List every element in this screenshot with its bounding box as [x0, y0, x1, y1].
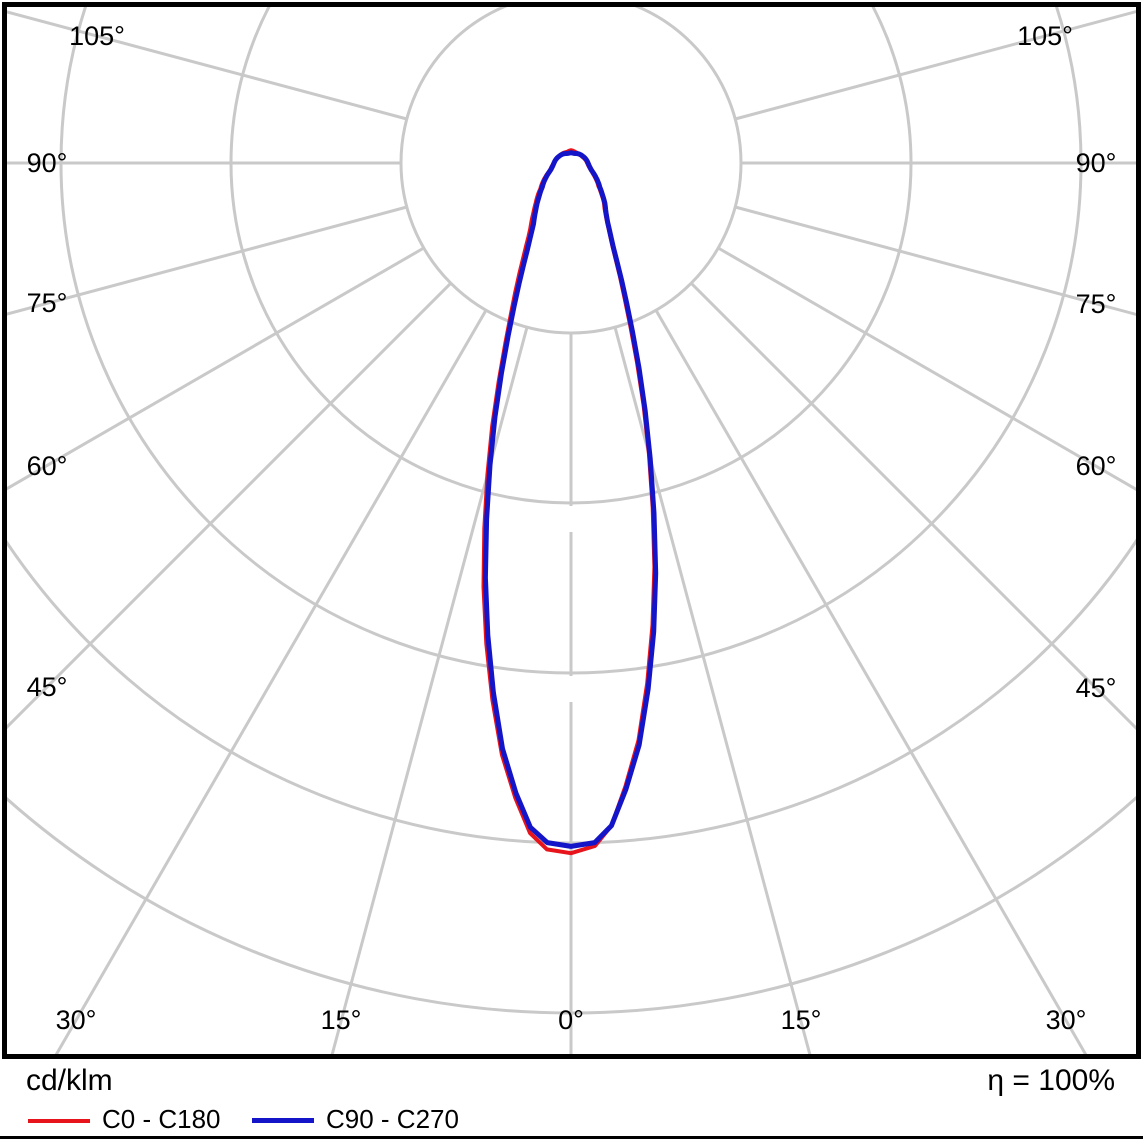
legend-label-c0-c180: C0 - C180: [102, 1104, 221, 1134]
curves: [481, 148, 659, 856]
angle-tick-label: 15°: [321, 1005, 362, 1035]
angle-tick-label: 60°: [1076, 451, 1117, 481]
angle-tick-label: 45°: [27, 672, 68, 702]
legend-swatch-c0-c180: [28, 1119, 90, 1123]
grid-radial-line: [7, 205, 408, 316]
curve-c90-c270: [482, 150, 659, 849]
grid-radial-line: [54, 309, 488, 1054]
grid-radial-line: [330, 326, 529, 1054]
grid-radial-line: [734, 10, 1136, 121]
grid-radial-line: [7, 10, 408, 121]
grid-radial-line: [734, 205, 1136, 316]
legend-label-c90-c270: C90 - C270: [326, 1104, 459, 1134]
bottom-rule: [0, 1136, 1143, 1139]
polar-grid: [7, 7, 1136, 1054]
angle-tick-label: 30°: [1046, 1005, 1087, 1035]
angle-tick-label: 45°: [1076, 673, 1117, 703]
angle-tick-label: 30°: [56, 1005, 97, 1035]
angle-tick-label: 90°: [27, 148, 68, 178]
grid-radial-line: [690, 282, 1136, 731]
angle-tick-label: 75°: [1076, 289, 1117, 319]
grid-radial-line: [717, 246, 1136, 491]
axis-label-gap: [550, 506, 592, 532]
plot-border: [2, 2, 1141, 1059]
efficiency-label: η = 100%: [987, 1064, 1115, 1097]
grid-radial-line: [7, 282, 452, 730]
angle-tick-label: 0°: [558, 1005, 584, 1035]
legend-swatch-c90-c270: [252, 1118, 314, 1123]
angle-tick-label: 75°: [27, 288, 68, 318]
grid-radial-line: [654, 309, 1088, 1054]
angle-tick-label: 15°: [781, 1005, 822, 1035]
units-label: cd/klm: [26, 1064, 113, 1097]
angle-tick-label: 90°: [1076, 148, 1117, 178]
grid-radial-line: [7, 246, 425, 491]
axis-label-gap: [550, 676, 592, 702]
angle-tick-label: 105°: [1017, 21, 1073, 51]
angle-tick-label: 60°: [27, 451, 68, 481]
angle-labels: 0° 15° 15° 30° 30° 45° 45° 60° 60° 75° 75° 90° 90° 10…: [27, 21, 1117, 1035]
grid-radial-line: [613, 326, 812, 1054]
angle-tick-label: 105°: [69, 21, 125, 51]
polar-chart: 0° 15° 15° 30° 30° 45° 45° 60° 60° 75° 75° 90° 90° 10…: [0, 0, 1143, 1061]
